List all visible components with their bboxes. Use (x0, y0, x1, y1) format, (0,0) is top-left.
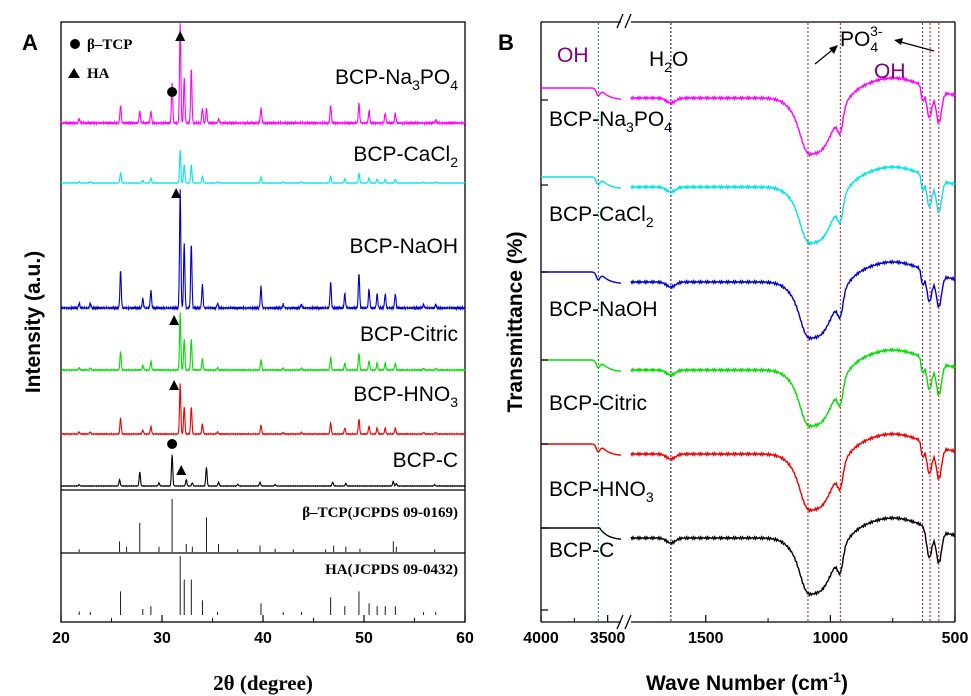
beta-tcp-marker-circle-icon (167, 87, 178, 97)
axis-break-top-icon (616, 13, 632, 29)
ftir-series-label-bcp-c: BCP-C (549, 539, 614, 562)
beta-tcp-legend-label: β–TCP (87, 37, 132, 53)
ftir-series-low-bcp-hno (630, 431, 956, 514)
ha-marker-triangle-icon (169, 315, 180, 325)
ftir-series-high-bcp-hno (541, 443, 622, 456)
ha-legend-label: HA (87, 66, 110, 82)
xrd-series-bcp-na-po (60, 23, 466, 127)
xrd-series-label-bcp-citric: BCP-Citric (360, 323, 458, 346)
xrd-series-bcp-cacl (60, 149, 466, 185)
xrd-x-tick-label: 40 (254, 630, 272, 647)
ftir-series-label-bcp-hno: BCP-HNO3 (549, 478, 654, 505)
ftir-x-tick-label: 1500 (688, 630, 724, 647)
ftir-series-high-bcp-na-po (541, 87, 622, 100)
ftir-x-tick-label: 4000 (523, 630, 559, 647)
ftir-series-low-bcp-na-po (630, 75, 956, 158)
ha-marker-triangle-icon (169, 380, 180, 390)
ha-marker-triangle-icon (176, 465, 187, 475)
xrd-series-bcp-naoh (60, 189, 466, 312)
oh-libration-annotation: OH (874, 60, 906, 83)
xrd-panel: A β–TCP HA BCP-Na3PO4 BCP-CaCl2 BCP-NaOH BC… (22, 21, 474, 695)
xrd-series-label-bcp-cacl: BCP-CaCl2 (353, 143, 458, 170)
ftir-series-low-bcp-citric (630, 347, 956, 430)
phosphate-arrow-right-icon (894, 38, 935, 52)
ftir-y-axis-title: Transmittance (%) (504, 232, 527, 413)
xrd-series-label-bcp-hno: BCP-HNO3 (353, 383, 458, 410)
panel-a-letter: A (22, 30, 38, 55)
water-annotation: H2O (649, 48, 688, 75)
ftir-series-low-bcp-naoh (630, 259, 956, 342)
xrd-series-bcp-citric (60, 312, 466, 373)
ftir-x-tick-label: 500 (942, 630, 969, 647)
ftir-series-label-bcp-citric: BCP-Citric (549, 392, 647, 415)
xrd-x-axis-title: 2θ (degree) (213, 671, 313, 695)
beta-tcp-legend-circle-icon (70, 39, 80, 49)
ha-legend-triangle-icon (68, 68, 80, 78)
beta-tcp-marker-circle-icon (167, 439, 178, 449)
ftir-series-high-bcp-naoh (541, 271, 622, 284)
ftir-x-tick-label: 3500 (590, 630, 626, 647)
reference-label-1: HA(JCPDS 09-0432) (325, 562, 458, 578)
xrd-series-label-bcp-na-po: BCP-Na3PO4 (335, 66, 458, 93)
phosphate-annotation: PO43- (840, 23, 883, 55)
xrd-y-axis-title: Intensity (a.u.) (22, 251, 45, 393)
ha-marker-triangle-icon (175, 31, 186, 41)
xrd-series-bcp-hno (60, 383, 466, 436)
ftir-panel: B BCP-Na3PO4 BCP-CaCl2 BCP-NaOH BCP-Citric B… (498, 13, 969, 695)
ftir-series-high-bcp-c (541, 527, 622, 540)
ftir-series-label-bcp-naoh: BCP-NaOH (549, 298, 658, 321)
phosphate-arrow-left-icon (814, 45, 838, 65)
xrd-x-tick-label: 60 (456, 630, 474, 647)
ftir-x-axis-title: Wave Number (cm-1) (646, 669, 848, 695)
reference-label-0: β–TCP(JCPDS 09-0169) (302, 505, 458, 521)
axis-break-bottom-icon (616, 614, 632, 630)
panel-b-letter: B (498, 30, 514, 55)
xrd-series-label-bcp-naoh: BCP-NaOH (349, 235, 458, 258)
ftir-x-tick-label: 1000 (813, 630, 849, 647)
ftir-series-label-bcp-cacl: BCP-CaCl2 (549, 203, 654, 230)
ftir-series-low-bcp-cacl (630, 164, 956, 247)
xrd-series-label-bcp-c: BCP-C (393, 449, 458, 472)
xrd-x-tick-label: 30 (153, 630, 171, 647)
ftir-series-low-bcp-c (630, 515, 956, 598)
xrd-x-tick-label: 20 (52, 630, 70, 647)
ha-marker-triangle-icon (171, 188, 182, 198)
ftir-series-high-bcp-cacl (541, 176, 622, 189)
xrd-series-bcp-c (60, 454, 466, 488)
ftir-series-high-bcp-citric (541, 359, 622, 372)
ftir-series-label-bcp-na-po: BCP-Na3PO4 (549, 108, 672, 135)
oh-stretch-annotation: OH (557, 44, 589, 67)
xrd-x-tick-label: 50 (355, 630, 373, 647)
